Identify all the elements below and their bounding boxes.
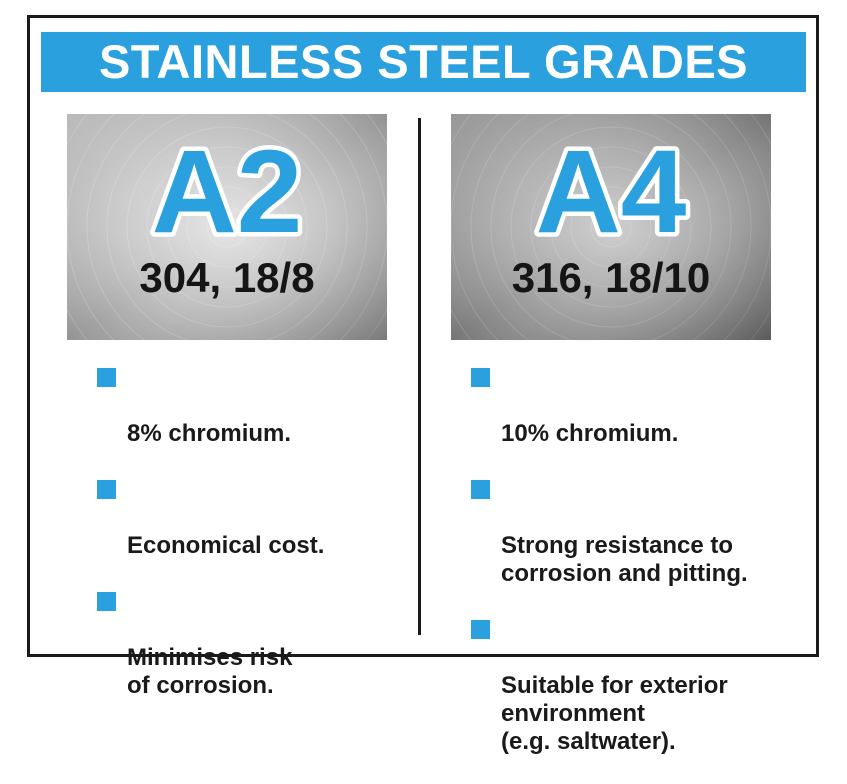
feature-text: 8% chromium. [127,420,292,447]
list-item: Economical cost. [97,476,324,560]
brushed-steel-texture [67,114,387,340]
list-item: Suitable for exterior environment (e.g. … [471,616,748,756]
grade-spec-a4: 316, 18/10 [511,254,711,301]
blue-square-icon [471,480,490,499]
feature-list-a4: 10% chromium. Strong resistance to corro… [471,364,748,784]
blue-square-icon [471,620,490,639]
feature-text: 10% chromium. [501,420,679,447]
grade-label-a4: A4 [536,126,687,254]
list-item: Strong resistance to corrosion and pitti… [471,476,748,588]
feature-text: Minimises risk of corrosion. [127,644,293,699]
list-item: 10% chromium. [471,364,748,448]
feature-text: Suitable for exterior environment (e.g. … [501,672,728,755]
grade-column-a2: A2 304, 18/8 8% chromium. Economical cos… [67,114,397,699]
infographic-frame: STAINLESS STEEL GRADES [27,15,819,755]
column-divider [418,118,421,635]
brushed-steel-texture [451,114,771,340]
blue-square-icon [97,592,116,611]
grade-label-a2: A2 [152,126,303,254]
feature-text: Strong resistance to corrosion and pitti… [501,532,748,587]
grade-column-a4: A4 316, 18/10 10% chromium. Strong resis… [451,114,801,755]
list-item: Minimises risk of corrosion. [97,588,324,700]
blue-square-icon [97,480,116,499]
feature-list-a2: 8% chromium. Economical cost. Minimises … [97,364,324,728]
steel-panel-a4: A4 316, 18/10 [451,114,771,340]
page-title: STAINLESS STEEL GRADES [41,32,806,92]
steel-panel-a2: A2 304, 18/8 [67,114,387,340]
feature-text: Economical cost. [127,532,325,559]
list-item: 8% chromium. [97,364,324,448]
blue-square-icon [97,368,116,387]
grade-spec-a2: 304, 18/8 [139,254,315,301]
blue-square-icon [471,368,490,387]
